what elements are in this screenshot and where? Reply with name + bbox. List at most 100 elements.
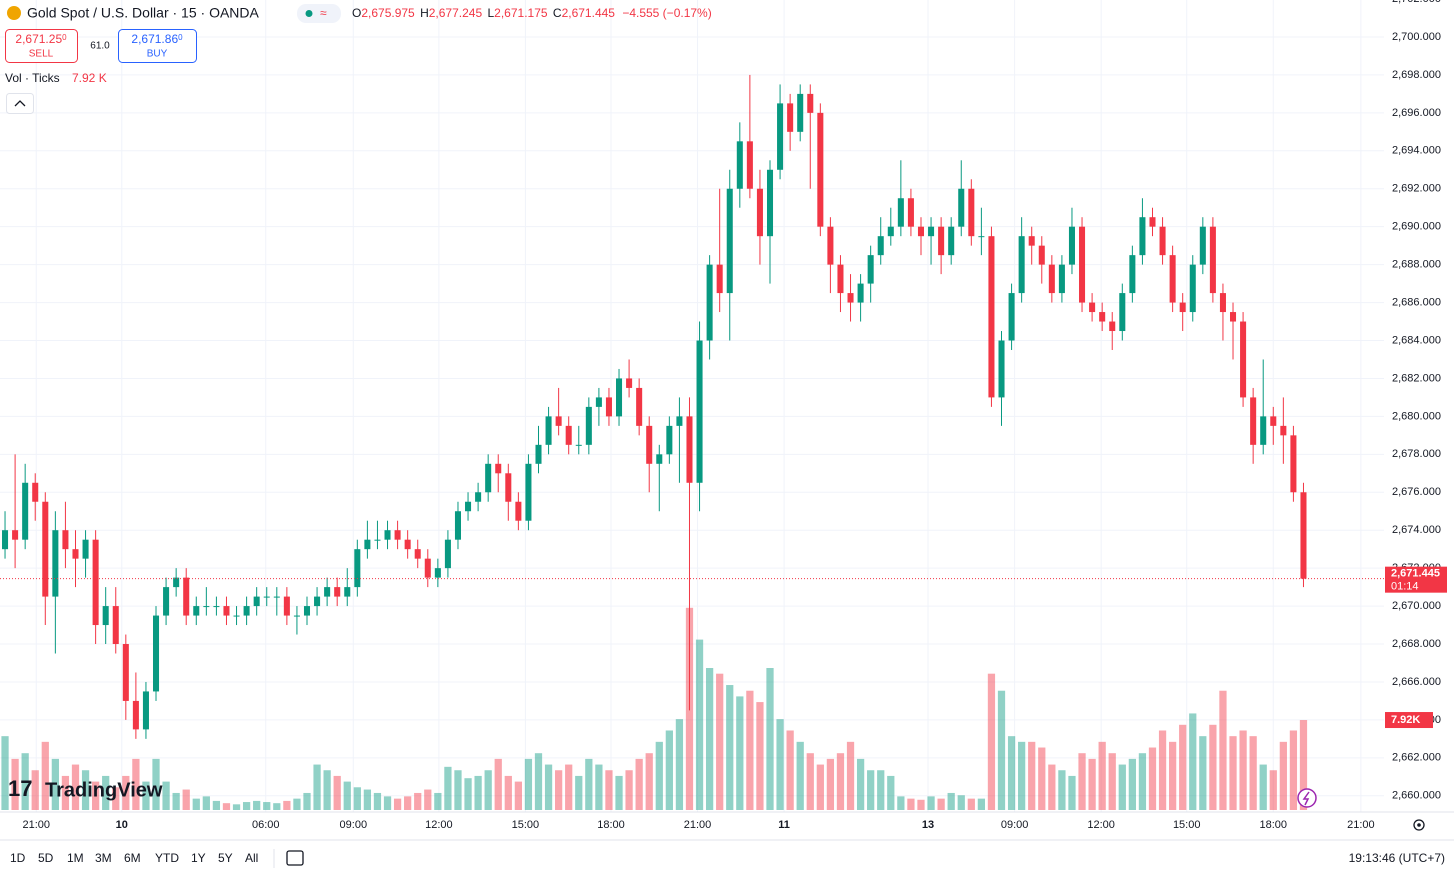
candle-body: [716, 264, 723, 294]
candle-body: [958, 188, 965, 227]
candle-body: [515, 501, 522, 521]
volume-bar: [867, 770, 875, 810]
candle-body: [535, 444, 542, 464]
volume-bar: [1169, 741, 1177, 810]
period-button[interactable]: 1D: [10, 851, 26, 865]
candle-body: [122, 644, 129, 701]
volume-bar: [1108, 753, 1116, 810]
chart-title: Gold Spot / U.S. Dollar · 15 · OANDA: [27, 5, 260, 21]
volume-bar: [1018, 741, 1026, 810]
volume-bar: [635, 758, 643, 810]
candle-body: [364, 539, 371, 550]
collapse-button[interactable]: [6, 93, 34, 114]
candle-body: [22, 482, 29, 540]
candle-body: [766, 169, 774, 237]
candle-body: [253, 596, 260, 607]
candle-body: [1280, 425, 1287, 436]
volume-bar: [122, 775, 130, 810]
period-button[interactable]: 1Y: [191, 851, 206, 865]
volume-bar: [11, 758, 19, 810]
ohlc-value: 2,671.175: [494, 6, 548, 20]
candle-body: [988, 236, 995, 398]
x-tick-label: 12:00: [1087, 819, 1115, 831]
period-button[interactable]: 3M: [95, 851, 112, 865]
candle-body: [746, 141, 753, 189]
candle-body: [1129, 255, 1136, 294]
volume-bar: [383, 796, 392, 810]
y-tick-label: 2,682.000: [1392, 372, 1441, 384]
candle-body: [1079, 226, 1086, 303]
candle-body: [374, 539, 381, 541]
volume-bar: [1058, 770, 1066, 810]
candle-body: [475, 492, 482, 502]
candle-body: [948, 226, 955, 256]
volume-bar: [1088, 758, 1096, 810]
candle-body: [787, 103, 794, 132]
volume-bar: [524, 758, 533, 810]
volume-bar: [967, 798, 975, 810]
status-badge[interactable]: [297, 4, 341, 23]
date-range-button[interactable]: [286, 850, 304, 866]
volume-bar: [776, 719, 784, 810]
ohlc-key: C: [553, 6, 562, 20]
volume-bar: [1229, 736, 1237, 810]
volume-bar: [766, 668, 774, 810]
x-tick-label: 06:00: [252, 819, 280, 831]
x-tick-label: 09:00: [1001, 819, 1029, 831]
sell-button[interactable]: [5, 29, 78, 63]
data-status-icon: ≈: [320, 6, 327, 20]
volume-bar: [494, 758, 502, 810]
candle-body: [1149, 217, 1156, 227]
candle-body: [444, 539, 451, 569]
volume-bar: [474, 775, 482, 810]
candle-body: [102, 606, 109, 626]
candle-body: [62, 530, 69, 550]
period-button[interactable]: 6M: [124, 851, 141, 865]
candle-body: [726, 188, 733, 294]
periods: 1D 5D 1M 3M 6M YTD 1Y 5Y All: [10, 851, 258, 865]
volume-bar: [645, 753, 653, 810]
volume-bar: [786, 730, 794, 810]
y-tick-label: 2,662.000: [1392, 752, 1441, 764]
candle-body: [52, 530, 59, 597]
volume-bar: [1299, 720, 1308, 810]
x-tick-label: 18:00: [1260, 819, 1288, 831]
candle-body: [696, 340, 703, 483]
candle-body: [1260, 416, 1267, 445]
candle-body: [756, 188, 763, 237]
volume-bar: [1038, 747, 1046, 810]
volume-bar: [957, 795, 965, 810]
volume-layer: [1, 607, 1308, 810]
buy-button[interactable]: [118, 29, 197, 63]
volume-bar: [182, 789, 190, 810]
candle-body: [565, 425, 572, 445]
volume-bar: [253, 800, 261, 810]
volume-bar: [927, 796, 935, 810]
candle-body: [1199, 226, 1206, 265]
settings-icon[interactable]: [1413, 819, 1425, 831]
volume-bar: [625, 770, 633, 810]
volume-bar: [393, 798, 402, 810]
y-tick-label: 2,694.000: [1392, 145, 1441, 157]
x-tick-label: 15:00: [1173, 819, 1201, 831]
y-tick-label: 2,688.000: [1392, 259, 1441, 271]
alert-icon[interactable]: [1297, 788, 1317, 808]
y-tick-label: 2,690.000: [1392, 221, 1441, 233]
x-tick-label: 10: [116, 819, 128, 831]
volume-bar: [212, 800, 221, 810]
period-button[interactable]: All: [245, 851, 258, 865]
volume-last-box: [1385, 712, 1433, 729]
period-button[interactable]: 5Y: [218, 851, 233, 865]
period-button[interactable]: 1M: [67, 851, 84, 865]
period-button[interactable]: YTD: [155, 851, 179, 865]
settings-center: [1417, 823, 1421, 827]
volume-bar: [987, 673, 996, 810]
sell-price-sup: 0: [62, 33, 67, 42]
volume-bar: [484, 770, 492, 810]
volume-bar: [1138, 753, 1147, 810]
volume-bar: [152, 758, 160, 810]
candle-body: [485, 463, 492, 493]
period-button[interactable]: 5D: [38, 851, 54, 865]
volume-bar: [565, 764, 573, 810]
